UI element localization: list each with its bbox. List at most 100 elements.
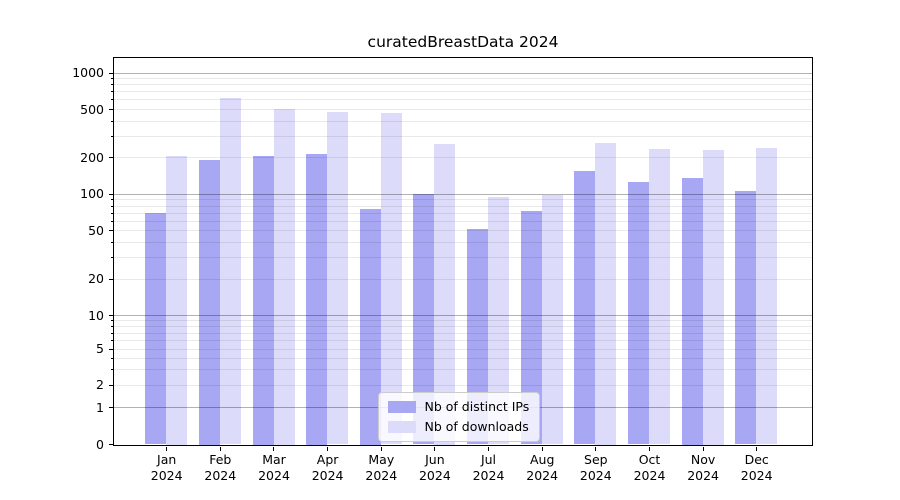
minor-gridline <box>113 91 812 93</box>
minor-gridline <box>113 220 812 222</box>
bar-downloads <box>166 156 188 445</box>
minor-gridline <box>113 136 812 137</box>
legend: Nb of distinct IPs Nb of downloads <box>377 391 541 442</box>
y-axis-minor-tick <box>110 84 113 86</box>
y-axis-minor-tick <box>110 220 113 222</box>
y-axis-tick <box>108 444 113 446</box>
minor-gridline <box>113 242 812 244</box>
x-axis-tick-label: Aug 2024 <box>526 452 559 483</box>
y-axis-minor-tick <box>110 230 113 232</box>
chart-title: curatedBreastData 2024 <box>367 33 559 51</box>
x-axis-tick-label: Jun 2024 <box>418 452 451 483</box>
y-axis-minor-tick <box>110 357 113 359</box>
bar-downloads <box>702 150 724 445</box>
x-axis-tick <box>541 446 543 451</box>
y-axis-minor-tick <box>110 242 113 244</box>
bar-distinct-ips <box>145 212 167 445</box>
major-gridline <box>113 315 812 317</box>
y-axis-minor-tick <box>110 326 113 328</box>
minor-gridline <box>113 84 812 86</box>
x-axis-tick-label: Apr 2024 <box>311 452 344 483</box>
minor-gridline <box>113 384 812 386</box>
y-axis-minor-tick <box>110 205 113 207</box>
bar-downloads <box>434 143 456 445</box>
bar-distinct-ips <box>628 182 649 445</box>
bar-downloads <box>541 194 563 445</box>
major-gridline <box>113 72 812 74</box>
y-axis-tick <box>108 315 113 317</box>
y-axis-minor-tick <box>110 340 113 342</box>
minor-gridline <box>113 326 812 327</box>
minor-gridline <box>113 99 812 101</box>
x-axis-tick <box>702 446 704 451</box>
y-axis-minor-tick <box>110 278 113 280</box>
minor-gridline <box>113 120 812 122</box>
y-axis-tick-label: 20 <box>88 271 104 287</box>
y-axis-tick-label: 1 <box>96 399 104 415</box>
legend-item-distinct-ips: Nb of distinct IPs <box>387 398 530 415</box>
x-axis-tick-label: Sep 2024 <box>579 452 612 483</box>
legend-item-downloads: Nb of downloads <box>387 418 530 435</box>
legend-label-distinct-ips: Nb of distinct IPs <box>424 398 530 414</box>
x-axis-tick <box>380 446 382 451</box>
x-axis-tick <box>166 446 168 451</box>
bar-distinct-ips <box>574 170 596 445</box>
bar-downloads <box>649 148 670 445</box>
legend-label-downloads: Nb of downloads <box>424 418 529 434</box>
y-axis-minor-tick <box>110 109 113 111</box>
y-axis-tick <box>108 193 113 195</box>
x-axis-tick <box>488 446 490 451</box>
y-axis-tick-label: 500 <box>80 101 104 117</box>
y-axis-minor-tick <box>110 332 113 334</box>
bar-downloads <box>219 97 241 445</box>
y-axis-minor-tick <box>110 136 113 138</box>
bar-distinct-ips <box>252 156 274 445</box>
x-axis-tick-label: Mar 2024 <box>258 452 290 483</box>
y-axis-minor-tick <box>110 91 113 93</box>
minor-gridline <box>113 332 812 334</box>
minor-gridline <box>113 230 812 232</box>
minor-gridline <box>113 320 812 322</box>
bar-downloads <box>327 112 349 445</box>
minor-gridline <box>113 257 812 259</box>
x-axis-tick-label: Nov 2024 <box>687 452 719 483</box>
y-axis-minor-tick <box>110 212 113 214</box>
legend-swatch-downloads <box>387 420 416 433</box>
y-axis-minor-tick <box>110 157 113 159</box>
y-axis-minor-tick <box>110 199 113 201</box>
x-axis-tick <box>219 446 221 451</box>
y-axis-minor-tick <box>110 120 113 122</box>
minor-gridline <box>113 78 812 80</box>
minor-gridline <box>113 278 812 280</box>
bar-distinct-ips <box>681 178 703 445</box>
bar-downloads <box>756 147 778 445</box>
x-axis-tick <box>434 446 436 451</box>
plot-area: Nb of distinct IPs Nb of downloads <box>112 56 813 446</box>
minor-gridline <box>113 368 812 370</box>
y-axis-minor-tick <box>110 384 113 386</box>
bar-downloads <box>273 109 295 445</box>
y-axis-minor-tick <box>110 99 113 101</box>
bar-distinct-ips <box>359 209 381 445</box>
x-axis-tick-label: Dec 2024 <box>740 452 773 483</box>
minor-gridline <box>113 199 812 201</box>
x-axis-tick-label: Jul 2024 <box>472 452 505 483</box>
bar-distinct-ips <box>413 194 435 445</box>
x-axis-tick-label: Feb 2024 <box>204 452 237 483</box>
minor-gridline <box>113 340 812 341</box>
legend-swatch-distinct-ips <box>387 400 416 413</box>
x-axis-tick-label: Oct 2024 <box>633 452 666 483</box>
x-axis-tick <box>756 446 758 451</box>
bar-distinct-ips <box>520 211 542 445</box>
minor-gridline <box>113 348 812 350</box>
y-axis-minor-tick <box>110 320 113 322</box>
y-axis-tick-label: 100 <box>80 186 104 202</box>
y-axis-tick-label: 1000 <box>72 65 104 80</box>
x-axis-tick <box>648 446 650 451</box>
y-axis-minor-tick <box>110 348 113 350</box>
x-axis-tick-label: May 2024 <box>365 452 398 483</box>
y-axis-tick-label: 2 <box>96 377 104 392</box>
bar-distinct-ips <box>198 160 220 445</box>
minor-gridline <box>113 357 812 359</box>
